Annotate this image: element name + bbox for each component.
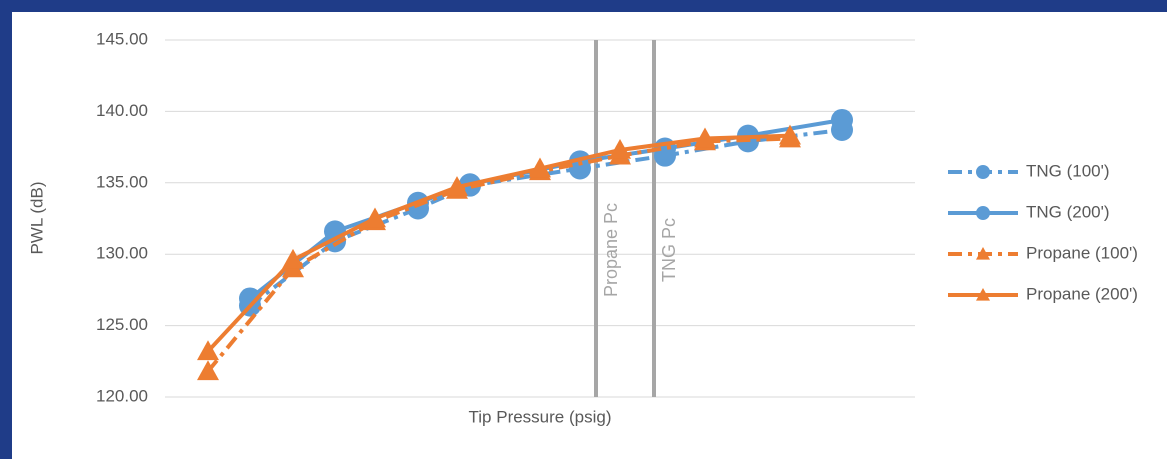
point [446,176,468,196]
point [569,150,591,173]
series-line [248,127,843,308]
legend-label: Propane (100') [1026,243,1138,262]
x-axis-label: Tip Pressure (psig) [469,407,612,426]
legend-marker [976,206,990,220]
point [282,248,304,269]
y-tick-label: 120.00 [96,386,148,405]
legend-label: TNG (100') [1026,161,1110,180]
legend-label: TNG (200') [1026,202,1110,221]
point [831,108,853,131]
point [529,157,551,178]
y-tick-label: 140.00 [96,101,148,120]
point [694,127,716,148]
legend-marker [976,247,990,260]
y-tick-label: 130.00 [96,244,148,263]
series-line [206,133,791,353]
chart-panel [12,12,1167,459]
legend-marker [976,165,990,179]
point [239,287,261,310]
point [197,340,219,361]
legend-marker [976,288,990,301]
annotation: Propane Pc [601,203,621,297]
point [779,124,801,145]
point [609,138,631,159]
point [197,360,219,381]
y-tick-label: 135.00 [96,172,148,191]
point [364,207,386,228]
y-axis-label: PWL (dB) [27,181,46,254]
legend-label: Propane (200') [1026,284,1138,303]
annotation: TNG Pc [659,218,679,282]
y-tick-label: 145.00 [96,29,148,48]
y-tick-label: 125.00 [96,315,148,334]
